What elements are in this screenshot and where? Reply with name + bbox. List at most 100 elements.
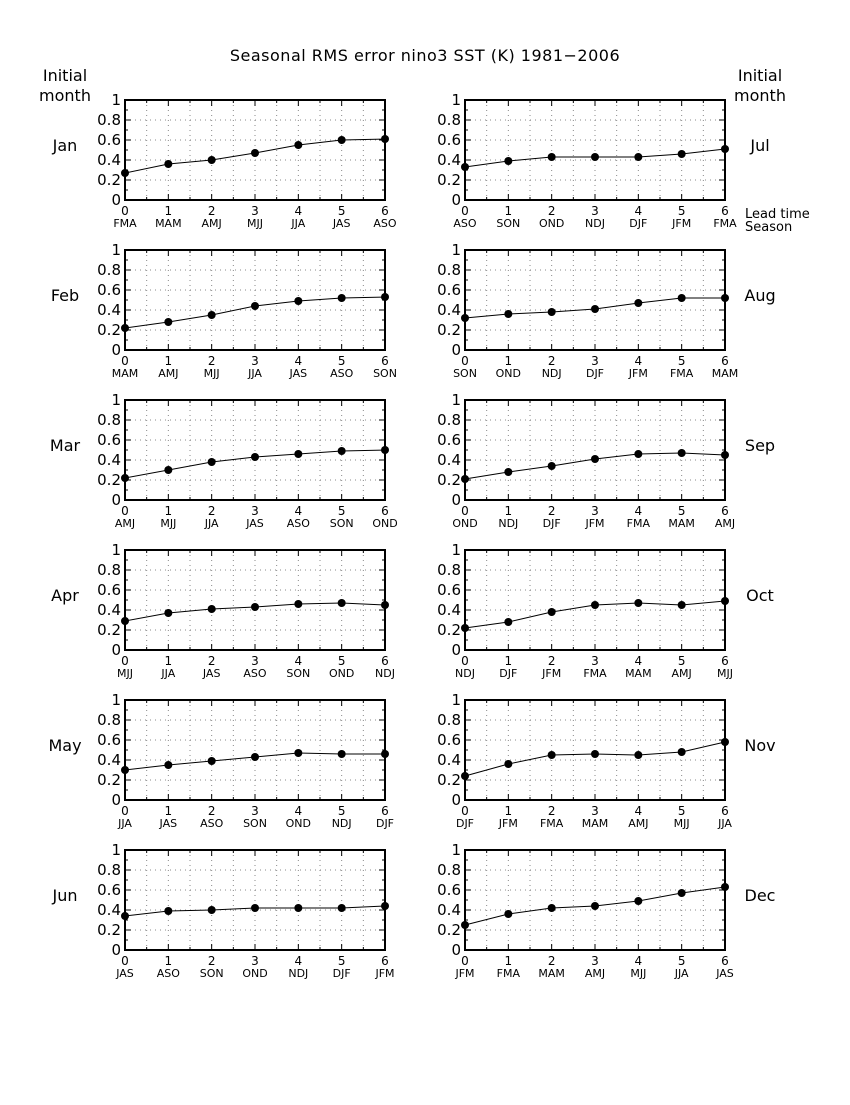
- x-tick-label: 2: [208, 204, 216, 218]
- x-tick-label: 5: [678, 354, 686, 368]
- data-point: [634, 897, 643, 905]
- x-tick-label: 4: [635, 354, 643, 368]
- season-label: AMJ: [158, 367, 178, 380]
- season-label: ASO: [453, 217, 477, 230]
- data-point: [547, 308, 556, 316]
- x-tick-label: 3: [591, 954, 599, 968]
- x-tick-label: 6: [381, 804, 389, 818]
- y-tick-label: 0.8: [437, 411, 461, 429]
- x-tick-label: 2: [548, 804, 556, 818]
- data-point: [207, 757, 216, 765]
- data-point: [634, 599, 643, 607]
- data-point: [461, 314, 469, 322]
- x-tick-label: 0: [121, 804, 129, 818]
- season-label: MAM: [538, 967, 565, 980]
- data-point: [461, 624, 469, 632]
- y-tick-label: 0.4: [97, 901, 121, 919]
- x-tick-label: 0: [121, 654, 129, 668]
- data-point: [121, 617, 129, 625]
- y-tick-label: 0.2: [437, 771, 461, 789]
- season-label: MAM: [668, 517, 695, 530]
- data-point: [294, 600, 303, 608]
- data-point: [381, 902, 389, 910]
- data-point: [591, 601, 599, 609]
- x-tick-label: 1: [165, 504, 173, 518]
- y-tick-label: 0.6: [97, 131, 121, 149]
- data-point: [504, 618, 513, 626]
- x-tick-label: 3: [591, 504, 599, 518]
- x-tick-label: 3: [251, 204, 259, 218]
- y-tick-label: 0.4: [97, 751, 121, 769]
- y-tick-label: 0.6: [97, 731, 121, 749]
- x-tick-label: 6: [381, 654, 389, 668]
- right-header-month: month: [734, 86, 786, 105]
- data-point: [251, 603, 259, 611]
- x-tick-label: 6: [381, 954, 389, 968]
- data-point: [721, 451, 729, 459]
- season-label: ASO: [330, 367, 354, 380]
- data-point: [677, 294, 686, 302]
- data-point: [634, 299, 643, 307]
- season-label: OND: [286, 817, 311, 830]
- season-label: MAM: [582, 817, 609, 830]
- x-tick-label: 2: [548, 654, 556, 668]
- data-point: [461, 475, 469, 483]
- panel-jul: 0 0.2 0.4 0.6 0.8 1 0 1 2 3 4 5 6 ASO SON OND NDJ DJF JFM F…: [437, 91, 770, 230]
- x-tick-label: 1: [505, 204, 513, 218]
- y-tick-label: 1: [451, 91, 461, 109]
- season-label: AMJ: [715, 517, 735, 530]
- season-label: OND: [329, 667, 354, 680]
- x-tick-label: 4: [295, 504, 303, 518]
- data-point: [207, 458, 216, 466]
- season-label: FMA: [713, 217, 737, 230]
- x-tick-label: 3: [251, 804, 259, 818]
- season-label: MAM: [112, 367, 139, 380]
- x-tick-label: 5: [338, 204, 346, 218]
- panel-nov: 0 0.2 0.4 0.6 0.8 1 0 1 2 3 4 5 6 DJF JFM FMA MAM AMJ MJJ J…: [437, 691, 775, 830]
- data-point: [461, 921, 469, 929]
- data-point: [337, 750, 346, 758]
- season-label: JFM: [584, 517, 604, 530]
- x-tick-label: 6: [381, 504, 389, 518]
- y-tick-label: 0.4: [437, 601, 461, 619]
- season-axis-label: Season: [745, 220, 792, 235]
- season-label: OND: [496, 367, 521, 380]
- lead-time-label: Lead time: [745, 207, 810, 222]
- x-tick-label: 5: [338, 354, 346, 368]
- y-tick-label: 0.6: [97, 281, 121, 299]
- y-tick-label: 1: [451, 691, 461, 709]
- season-label: JJA: [717, 817, 732, 830]
- x-tick-label: 4: [295, 654, 303, 668]
- y-tick-label: 0.6: [437, 881, 461, 899]
- y-tick-label: 0.2: [97, 471, 121, 489]
- x-tick-label: 4: [295, 804, 303, 818]
- y-tick-label: 0.2: [97, 771, 121, 789]
- x-tick-label: 1: [165, 204, 173, 218]
- data-point: [504, 760, 513, 768]
- x-tick-label: 2: [208, 954, 216, 968]
- data-point: [721, 738, 729, 746]
- x-tick-label: 4: [635, 804, 643, 818]
- x-tick-label: 0: [461, 654, 469, 668]
- y-tick-label: 0.4: [437, 451, 461, 469]
- x-tick-label: 5: [678, 804, 686, 818]
- x-tick-label: 1: [505, 804, 513, 818]
- x-tick-label: 2: [548, 954, 556, 968]
- month-label: Feb: [51, 286, 79, 305]
- season-label: JJA: [204, 517, 219, 530]
- season-label: ASO: [373, 217, 397, 230]
- y-tick-label: 0: [111, 641, 121, 659]
- left-header-initial: Initial: [43, 66, 87, 85]
- y-tick-label: 1: [111, 691, 121, 709]
- x-tick-label: 2: [208, 354, 216, 368]
- data-point: [337, 599, 346, 607]
- season-label: MJJ: [247, 217, 263, 230]
- x-tick-label: 1: [505, 504, 513, 518]
- data-point: [251, 453, 259, 461]
- series-line: [124, 296, 386, 329]
- data-point: [721, 294, 729, 302]
- x-tick-label: 4: [635, 954, 643, 968]
- data-point: [251, 904, 259, 912]
- data-point: [547, 153, 556, 161]
- season-label: AMJ: [202, 217, 222, 230]
